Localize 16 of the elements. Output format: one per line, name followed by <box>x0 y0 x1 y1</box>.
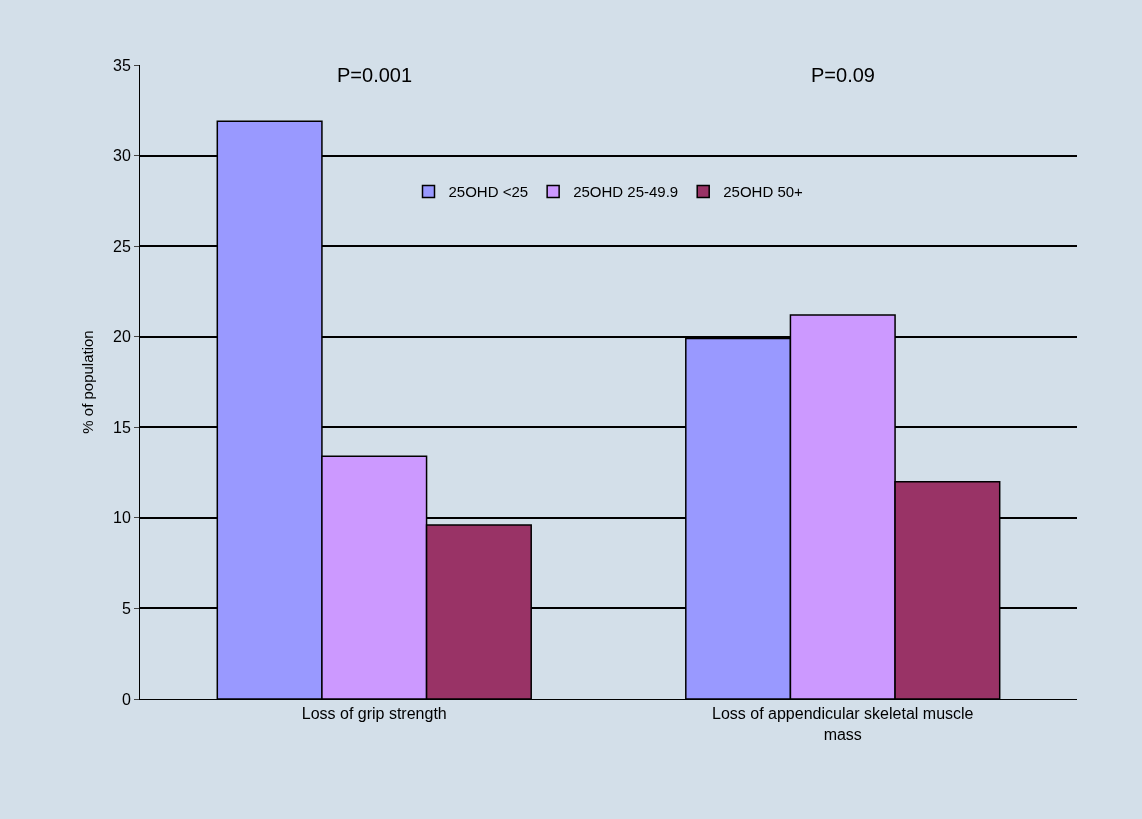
legend-label: 25OHD <25 <box>448 183 529 201</box>
x-tick-label: Loss of grip strength <box>301 705 447 723</box>
x-tick-label: Loss of appendicular skeletal muscle mass <box>712 705 974 743</box>
y-tick-label: 35 <box>113 56 131 74</box>
annotation: P=0.09 <box>811 64 875 86</box>
y-tick-label: 0 <box>121 690 131 708</box>
y-axis-title: % of population <box>79 330 97 434</box>
y-tick-label: 15 <box>113 418 131 436</box>
y-tick-label: 20 <box>113 328 131 346</box>
legend-label: 25OHD 25-49.9 <box>573 183 679 201</box>
y-tick-label: 5 <box>121 600 131 618</box>
y-tick-label: 25 <box>113 237 131 255</box>
annotation: P=0.001 <box>337 64 413 86</box>
legend-label: 25OHD 50+ <box>723 183 804 201</box>
y-tick-label: 30 <box>113 147 131 165</box>
y-tick-label: 10 <box>113 509 131 527</box>
